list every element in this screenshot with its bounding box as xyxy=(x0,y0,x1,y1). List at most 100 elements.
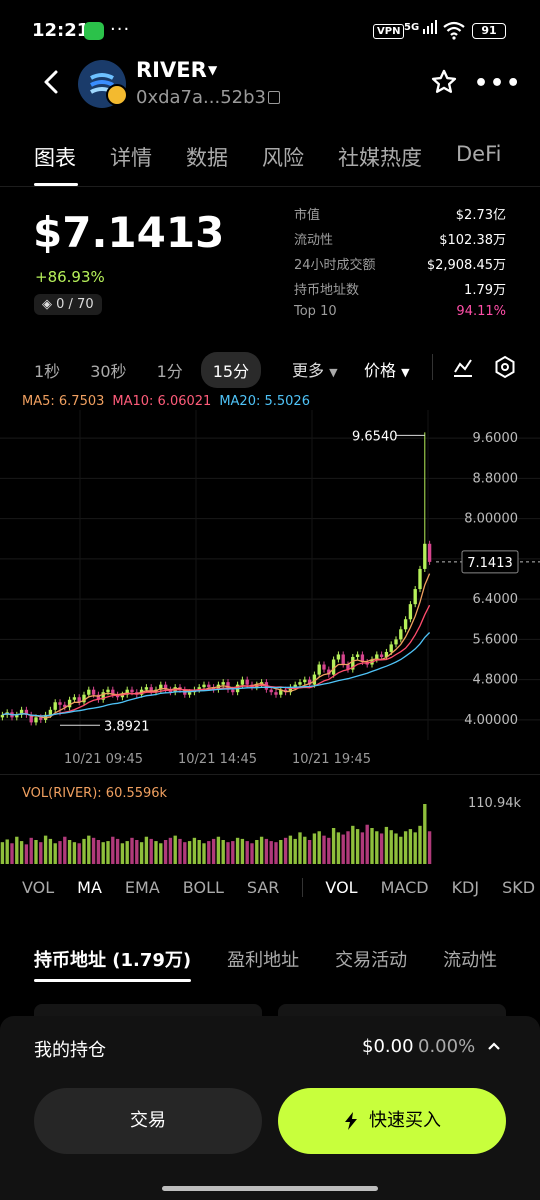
interval-15m[interactable]: 15分 xyxy=(200,352,262,388)
divider xyxy=(302,878,304,897)
tab-liquidity[interactable]: 流动性 xyxy=(443,950,498,971)
y-tick-label: 8.8000 xyxy=(473,471,519,486)
tab-activity[interactable]: 交易活动 xyxy=(335,950,408,971)
candle-body xyxy=(413,589,417,605)
token-name[interactable]: RIVER xyxy=(136,58,207,82)
interval-1m[interactable]: 1分 xyxy=(156,362,183,381)
ma10-label: MA10: 6.06021 xyxy=(112,394,212,409)
candle-body xyxy=(120,694,125,698)
indicator-macd[interactable]: MACD xyxy=(380,878,429,897)
candle-body xyxy=(0,714,5,718)
volume-bar xyxy=(274,842,278,864)
volume-bar xyxy=(351,825,355,864)
tab-profitable[interactable]: 盈利地址 xyxy=(227,950,300,971)
volume-bar xyxy=(331,828,336,864)
favorite-star-icon[interactable] xyxy=(430,68,458,96)
volume-bar xyxy=(178,838,182,864)
tab-risk[interactable]: 风险 xyxy=(262,146,304,170)
volume-bar xyxy=(418,825,422,864)
volume-bar xyxy=(235,837,240,864)
candle-body xyxy=(240,679,245,685)
tab-holders[interactable]: 持币地址 (1.79万) xyxy=(34,950,192,971)
volume-bar xyxy=(423,804,427,864)
stat-top10: Top 10 94.11% xyxy=(294,304,506,329)
quick-buy-button[interactable]: 快速买入 xyxy=(278,1088,506,1154)
indicator-sub-vol[interactable]: VOL xyxy=(325,878,358,897)
stat-label: 24小时成交额 xyxy=(294,258,376,273)
volume-bar xyxy=(279,840,283,864)
indicator-chart-icon[interactable] xyxy=(452,356,474,378)
indicator-ema[interactable]: EMA xyxy=(124,878,160,897)
more-options-icon[interactable]: ••• xyxy=(474,71,523,96)
home-indicator xyxy=(162,1186,378,1191)
tab-social[interactable]: 社媒热度 xyxy=(338,146,422,170)
volume-bar xyxy=(303,836,307,864)
stat-label: 流动性 xyxy=(294,233,334,248)
candle-body xyxy=(283,689,288,693)
candle-body xyxy=(187,692,192,695)
filter-card[interactable] xyxy=(278,1004,506,1018)
tab-details[interactable]: 详情 xyxy=(110,146,152,170)
interval-more-dropdown[interactable]: 更多 ▼ xyxy=(292,357,338,381)
volume-bar xyxy=(5,839,9,864)
stat-label: Top 10 xyxy=(294,304,337,319)
indicator-vol[interactable]: VOL xyxy=(22,878,55,897)
tab-defi[interactable]: DeFi xyxy=(456,142,502,166)
candle-body xyxy=(24,709,29,715)
back-arrow-icon[interactable] xyxy=(40,66,64,98)
volume-bar xyxy=(231,841,235,864)
interval-1s[interactable]: 1秒 xyxy=(34,362,61,381)
quick-buy-label: 快速买入 xyxy=(369,1110,441,1131)
ma5-label: MA5: 6.7503 xyxy=(22,394,105,409)
token-address[interactable]: 0xda7a...52b3 xyxy=(136,87,266,108)
candle-body xyxy=(375,654,379,660)
candle-body xyxy=(293,684,297,688)
y-tick-label: 4.8000 xyxy=(473,673,519,688)
copy-icon[interactable] xyxy=(268,91,280,104)
indicator-kdj[interactable]: KDJ xyxy=(451,878,480,897)
score-value: 0 / 70 xyxy=(56,297,94,312)
candle-body xyxy=(77,697,81,703)
tab-data[interactable]: 数据 xyxy=(186,146,228,170)
current-price: $7.1413 xyxy=(33,208,225,257)
candle-body xyxy=(317,664,321,675)
chevron-up-icon[interactable] xyxy=(486,1036,502,1056)
candle-body xyxy=(231,689,235,693)
candle-body xyxy=(331,659,336,675)
candle-body xyxy=(327,669,331,675)
volume-bar xyxy=(288,835,293,864)
volume-bar xyxy=(24,844,29,864)
bnb-chain-badge-icon xyxy=(106,84,128,106)
volume-bar xyxy=(15,836,19,864)
candle-body xyxy=(87,689,91,695)
candle-body xyxy=(245,679,249,685)
high-label: 9.6540 xyxy=(352,429,398,444)
candle-body xyxy=(360,654,365,663)
filter-card[interactable] xyxy=(34,1004,262,1018)
volume-bar xyxy=(408,829,413,864)
candle-body xyxy=(202,684,206,688)
candle-body xyxy=(29,714,33,723)
price-chart[interactable]: 9.60008.80008.000007.20006.40005.60004.8… xyxy=(0,410,540,770)
volume-bar xyxy=(226,842,230,864)
interval-30s[interactable]: 30秒 xyxy=(90,362,127,381)
candle-body xyxy=(274,692,278,695)
candle-body xyxy=(351,656,355,670)
tab-chart[interactable]: 图表 xyxy=(34,146,76,170)
price-type-dropdown[interactable]: 价格 ▼ xyxy=(364,357,410,381)
stat-value: $102.38万 xyxy=(439,233,506,248)
settings-hex-icon[interactable] xyxy=(494,355,516,379)
indicator-skd[interactable]: SKD xyxy=(502,878,536,897)
candle-body xyxy=(341,654,345,665)
indicator-sar[interactable]: SAR xyxy=(246,878,280,897)
indicator-ma[interactable]: MA xyxy=(77,878,102,897)
indicator-boll[interactable]: BOLL xyxy=(182,878,224,897)
score-pill[interactable]: ◈ 0 / 70 xyxy=(34,294,102,315)
signal-icon xyxy=(422,20,437,34)
candle-body xyxy=(288,687,293,693)
candle-body xyxy=(207,684,211,688)
token-dropdown-caret-icon[interactable]: ▼ xyxy=(208,63,218,77)
volume-bar xyxy=(317,831,321,864)
volume-bar xyxy=(19,841,24,864)
trade-button[interactable]: 交易 xyxy=(34,1088,262,1154)
